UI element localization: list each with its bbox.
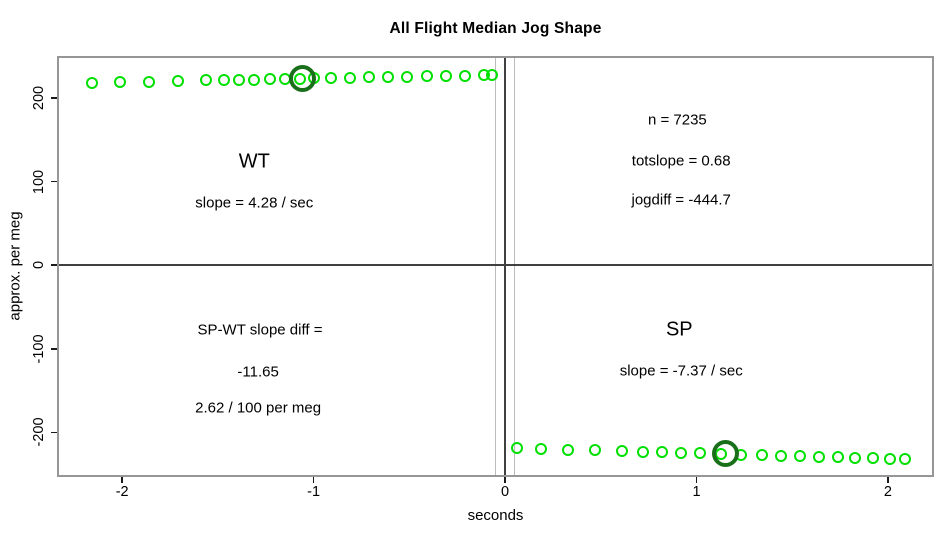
annotation-spwt-diff-line1: SP-WT slope diff = [197, 321, 323, 339]
data-point-wt [85, 76, 98, 89]
data-point-wt [142, 75, 155, 88]
data-point-sp [694, 447, 707, 460]
data-point-sp [636, 445, 649, 458]
zero-line-horizontal [59, 264, 932, 266]
data-point-sp [813, 450, 826, 463]
x-axis-tick-label: 0 [501, 484, 510, 500]
data-point-sp [535, 442, 548, 455]
x-axis-tick-label: -2 [115, 484, 129, 500]
data-point-wt [171, 74, 184, 87]
data-point-wt [382, 71, 395, 84]
annotation-wt-slope: slope = 4.28 / sec [195, 194, 314, 212]
y-axis-tick-label: 200 [31, 86, 47, 111]
data-point-sp [562, 443, 575, 456]
annotation-sp-label: SP [665, 318, 693, 341]
annotation-sp-slope: slope = -7.37 / sec [619, 362, 743, 380]
highlight-ring-wt [288, 65, 316, 93]
annotation-jogdiff: jogdiff = -444.7 [631, 191, 731, 209]
data-point-sp [510, 442, 523, 455]
reference-line-vertical [495, 58, 496, 475]
x-axis-tick [887, 477, 889, 483]
data-point-sp [849, 451, 862, 464]
x-axis-tick-label: 1 [692, 484, 701, 500]
data-point-wt [324, 72, 337, 85]
data-point-wt [248, 73, 261, 86]
chart-title: All Flight Median Jog Shape [389, 20, 602, 37]
annotation-wt-label: WT [238, 150, 270, 173]
x-axis-tick-label: 2 [883, 484, 892, 500]
y-axis-tick [51, 431, 57, 434]
data-point-sp [883, 452, 896, 465]
data-point-wt [363, 71, 376, 84]
data-point-wt [439, 69, 452, 82]
data-point-sp [589, 444, 602, 457]
zero-line-vertical [504, 58, 506, 475]
x-axis-tick [504, 477, 506, 483]
data-point-wt [401, 70, 414, 83]
y-axis-tick [51, 180, 57, 183]
highlight-ring-sp [711, 440, 739, 468]
y-axis-tick [51, 97, 57, 99]
data-point-wt [114, 76, 127, 89]
annotation-n-count: n = 7235 [647, 111, 707, 129]
data-point-wt [232, 73, 245, 86]
annotation-totslope: totslope = 0.68 [631, 152, 731, 170]
plot-area: WT slope = 4.28 / sec n = 7235 totslope = 0… [57, 56, 934, 477]
data-point-sp [656, 446, 669, 459]
data-point-sp [832, 451, 845, 464]
data-point-wt [263, 73, 276, 86]
data-point-wt [200, 74, 213, 87]
data-point-sp [615, 445, 628, 458]
x-axis-tick [121, 477, 123, 483]
annotation-spwt-diff-line3: 2.62 / 100 per meg [195, 399, 322, 417]
reference-line-vertical [514, 58, 516, 475]
x-axis-tick-label: -1 [307, 484, 321, 500]
y-axis-tick [51, 348, 57, 350]
data-point-sp [866, 452, 879, 465]
data-point-wt [485, 69, 498, 82]
data-point-wt [420, 70, 433, 83]
data-point-wt [458, 69, 471, 82]
data-point-sp [755, 449, 768, 462]
annotation-spwt-diff-line2: -11.65 [237, 363, 279, 381]
data-point-sp [675, 446, 688, 459]
y-axis-tick [51, 264, 57, 266]
data-point-sp [774, 449, 787, 462]
data-point-wt [344, 71, 356, 84]
x-axis-label: seconds [467, 507, 524, 524]
y-axis-tick-label: 0 [31, 261, 47, 270]
y-axis-tick-label: -100 [31, 334, 47, 364]
y-axis-tick-label: 100 [31, 169, 47, 194]
y-axis-label: approx. per meg [6, 211, 24, 321]
data-point-sp [793, 450, 806, 463]
x-axis-tick [695, 477, 698, 483]
y-axis-tick-label: -200 [31, 417, 47, 447]
x-axis-tick [312, 477, 315, 483]
data-point-wt [217, 74, 230, 87]
data-point-sp [899, 453, 912, 466]
